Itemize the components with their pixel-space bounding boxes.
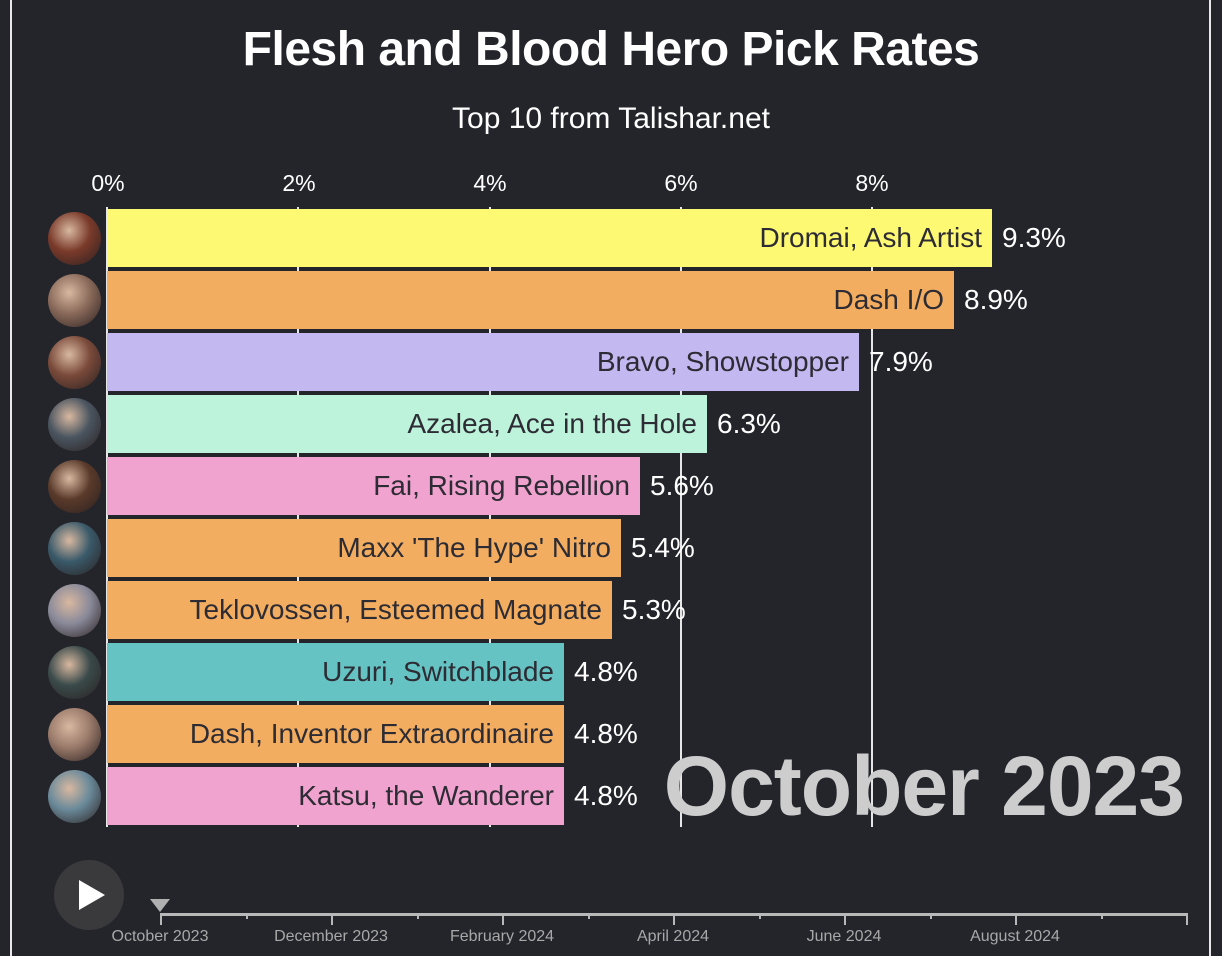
timeline-tick [930,913,932,919]
timeline-tick [246,913,248,919]
bar-label: Teklovossen, Esteemed Magnate [189,594,602,625]
timeline-tick [1015,913,1017,925]
hero-avatar-icon [48,770,101,823]
x-tick-label: 2% [282,170,316,196]
bar: Bravo, Showstopper [107,333,859,391]
bar-value: 5.6% [650,470,714,501]
timeline-tick [1186,913,1188,925]
gridline [680,207,682,827]
timeline-tick [331,913,333,925]
timeline-label: December 2023 [274,928,388,945]
bar: Maxx 'The Hype' Nitro [107,519,621,577]
bar: Azalea, Ace in the Hole [107,395,707,453]
timeline-tick [844,913,846,925]
bar-value: 5.4% [631,532,695,563]
bar: Katsu, the Wanderer [107,767,564,825]
bar-row: Bravo, Showstopper 7.9% [48,333,1148,391]
hero-avatar-icon [48,522,101,575]
bar-label: Dash I/O [833,284,944,315]
gridline [297,207,299,827]
bar: Dash, Inventor Extraordinaire [107,705,564,763]
bar-value: 9.3% [1002,222,1066,253]
gridline [106,207,108,827]
bar: Teklovossen, Esteemed Magnate [107,581,612,639]
gridline [489,207,491,827]
bar-value: 4.8% [574,780,638,811]
timeline-tick [502,913,504,925]
play-button[interactable] [54,860,124,930]
bar-label: Fai, Rising Rebellion [373,470,630,501]
bar-label: Katsu, the Wanderer [298,780,554,811]
bar-row: Dash, Inventor Extraordinaire 4.8% [48,705,1148,763]
hero-avatar-icon [48,708,101,761]
hero-avatar-icon [48,212,101,265]
bar-label: Bravo, Showstopper [596,346,849,377]
timeline-tick [160,913,162,925]
bar: Fai, Rising Rebellion [107,457,640,515]
hero-avatar-icon [48,274,101,327]
x-tick-label: 0% [91,170,125,196]
timeline-tick [417,913,419,919]
x-tick-label: 4% [473,170,507,196]
timeline-label: August 2024 [970,928,1060,945]
bar-row: Fai, Rising Rebellion 5.6% [48,457,1148,515]
right-frame-border [1209,0,1211,956]
bar-row: Maxx 'The Hype' Nitro 5.4% [48,519,1148,577]
x-tick-label: 6% [664,170,698,196]
bar-value: 4.8% [574,656,638,687]
timeline-tick [588,913,590,919]
bar-row: Teklovossen, Esteemed Magnate 5.3% [48,581,1148,639]
timeline-label: October 2023 [111,928,209,945]
bar-value: 7.9% [869,346,933,377]
timeline-label: April 2024 [636,928,710,945]
chart-subtitle: Top 10 from Talishar.net [452,102,770,135]
bar-row: Azalea, Ace in the Hole 6.3% [48,395,1148,453]
current-period-label: October 2023 [663,739,1185,833]
hero-avatar-icon [48,584,101,637]
bar-row: Dash I/O 8.9% [48,271,1148,329]
hero-avatar-icon [48,646,101,699]
hero-avatar-icon [48,336,101,389]
bar-label: Maxx 'The Hype' Nitro [337,532,611,563]
timeline-label: February 2024 [449,928,555,945]
left-frame-border [10,0,12,956]
bar-label: Azalea, Ace in the Hole [407,408,697,439]
bar: Dromai, Ash Artist [107,209,992,267]
timeline-tick [673,913,675,925]
timeline-label: June 2024 [806,928,882,945]
bar-value: 4.8% [574,718,638,749]
hero-avatar-icon [48,460,101,513]
timeline-tick [1101,913,1103,919]
bar: Uzuri, Switchblade [107,643,564,701]
bar-value: 8.9% [964,284,1028,315]
chart-title: Flesh and Blood Hero Pick Rates [242,23,980,76]
timeline-handle[interactable] [150,899,170,912]
play-icon [79,880,105,910]
gridline [871,207,873,827]
bar-value: 6.3% [717,408,781,439]
bar-label: Uzuri, Switchblade [322,656,554,687]
bar-label: Dromai, Ash Artist [759,222,982,253]
x-tick-label: 8% [855,170,889,196]
timeline-tick [759,913,761,919]
bar-row: Katsu, the Wanderer 4.8% [48,767,1148,825]
hero-avatar-icon [48,398,101,451]
bar: Dash I/O [107,271,954,329]
bar-label: Dash, Inventor Extraordinaire [189,718,554,749]
bar-value: 5.3% [622,594,686,625]
bar-row: Dromai, Ash Artist 9.3% [48,209,1148,267]
bar-row: Uzuri, Switchblade 4.8% [48,643,1148,701]
